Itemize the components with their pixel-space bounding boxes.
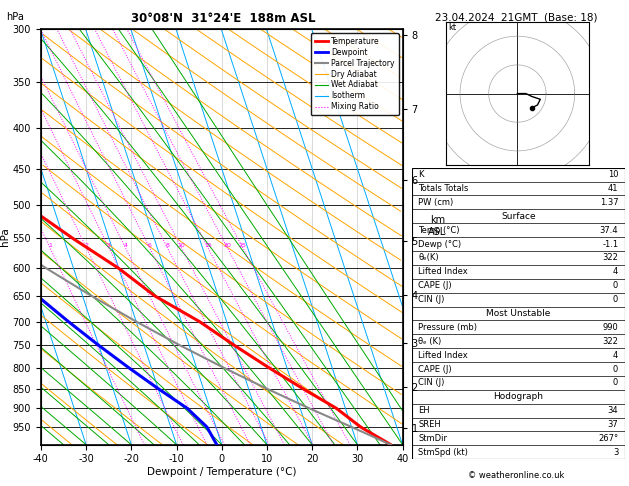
Text: 0: 0 bbox=[613, 295, 618, 304]
Text: 0: 0 bbox=[613, 379, 618, 387]
Y-axis label: hPa: hPa bbox=[0, 227, 10, 246]
Text: StmDir: StmDir bbox=[418, 434, 447, 443]
Text: 4: 4 bbox=[613, 350, 618, 360]
Text: 41: 41 bbox=[608, 184, 618, 193]
Text: PW (cm): PW (cm) bbox=[418, 198, 454, 207]
Text: 30°08'N  31°24'E  188m ASL: 30°08'N 31°24'E 188m ASL bbox=[131, 12, 316, 25]
Text: 15: 15 bbox=[204, 243, 212, 248]
X-axis label: Dewpoint / Temperature (°C): Dewpoint / Temperature (°C) bbox=[147, 467, 296, 477]
Text: 990: 990 bbox=[603, 323, 618, 332]
Text: 25: 25 bbox=[239, 243, 247, 248]
Text: 8: 8 bbox=[165, 243, 169, 248]
Text: θₑ(K): θₑ(K) bbox=[418, 253, 439, 262]
Text: StmSpd (kt): StmSpd (kt) bbox=[418, 448, 468, 457]
Text: 1.37: 1.37 bbox=[599, 198, 618, 207]
Text: © weatheronline.co.uk: © weatheronline.co.uk bbox=[467, 471, 564, 480]
Text: 3: 3 bbox=[107, 243, 111, 248]
Text: 4: 4 bbox=[123, 243, 127, 248]
Text: Lifted Index: Lifted Index bbox=[418, 350, 468, 360]
Text: 0: 0 bbox=[613, 281, 618, 290]
Text: CIN (J): CIN (J) bbox=[418, 295, 445, 304]
Text: kt: kt bbox=[448, 23, 457, 33]
Text: 267°: 267° bbox=[598, 434, 618, 443]
Text: Totals Totals: Totals Totals bbox=[418, 184, 469, 193]
Text: 10: 10 bbox=[177, 243, 186, 248]
Text: Pressure (mb): Pressure (mb) bbox=[418, 323, 477, 332]
Text: 322: 322 bbox=[603, 337, 618, 346]
Text: K: K bbox=[418, 170, 424, 179]
Text: 1: 1 bbox=[48, 243, 52, 248]
Text: EH: EH bbox=[418, 406, 430, 415]
Text: 20: 20 bbox=[223, 243, 231, 248]
Text: -1.1: -1.1 bbox=[602, 240, 618, 248]
Text: 37: 37 bbox=[608, 420, 618, 429]
Legend: Temperature, Dewpoint, Parcel Trajectory, Dry Adiabat, Wet Adiabat, Isotherm, Mi: Temperature, Dewpoint, Parcel Trajectory… bbox=[311, 33, 399, 115]
Text: 0: 0 bbox=[613, 364, 618, 374]
Text: Surface: Surface bbox=[501, 212, 536, 221]
Text: CAPE (J): CAPE (J) bbox=[418, 364, 452, 374]
Text: 3: 3 bbox=[613, 448, 618, 457]
Text: 37.4: 37.4 bbox=[599, 226, 618, 235]
Text: Most Unstable: Most Unstable bbox=[486, 309, 550, 318]
Text: 2: 2 bbox=[84, 243, 88, 248]
Text: SREH: SREH bbox=[418, 420, 441, 429]
Text: CAPE (J): CAPE (J) bbox=[418, 281, 452, 290]
Text: hPa: hPa bbox=[6, 12, 24, 22]
Text: Dewp (°C): Dewp (°C) bbox=[418, 240, 462, 248]
Text: Temp (°C): Temp (°C) bbox=[418, 226, 460, 235]
Text: 10: 10 bbox=[608, 170, 618, 179]
Text: 34: 34 bbox=[608, 406, 618, 415]
Text: 6: 6 bbox=[148, 243, 152, 248]
Text: Hodograph: Hodograph bbox=[493, 392, 543, 401]
Y-axis label: km
ASL: km ASL bbox=[428, 215, 447, 237]
Text: 23.04.2024  21GMT  (Base: 18): 23.04.2024 21GMT (Base: 18) bbox=[435, 12, 597, 22]
Text: CIN (J): CIN (J) bbox=[418, 379, 445, 387]
Text: θₑ (K): θₑ (K) bbox=[418, 337, 442, 346]
Text: 322: 322 bbox=[603, 253, 618, 262]
Text: Lifted Index: Lifted Index bbox=[418, 267, 468, 277]
Text: 4: 4 bbox=[613, 267, 618, 277]
